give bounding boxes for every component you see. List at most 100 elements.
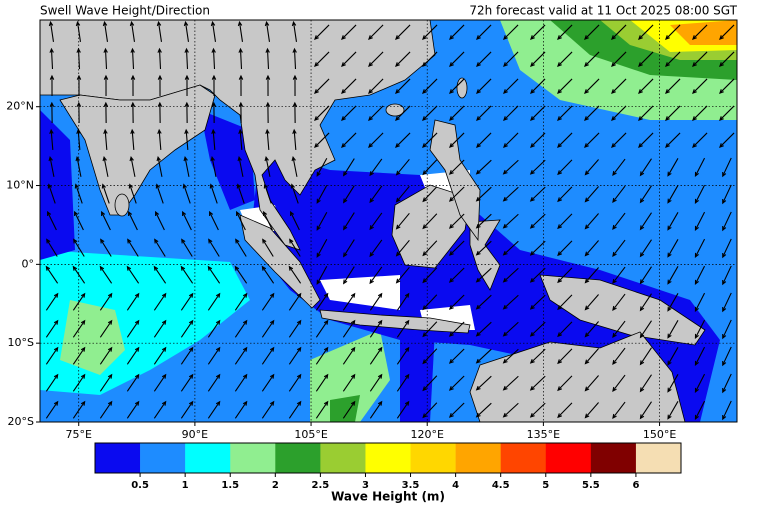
- swell-arrow: [449, 105, 465, 121]
- swell-arrow: [315, 319, 329, 338]
- swell-arrow: [611, 24, 627, 40]
- swell-arrow: [529, 321, 546, 337]
- swell-arrow: [719, 105, 735, 121]
- swell-arrow: [292, 101, 298, 124]
- swell-arrow: [314, 105, 330, 121]
- swell-arrow: [156, 155, 163, 177]
- swell-arrow: [314, 78, 330, 94]
- swell-arrow: [557, 348, 573, 365]
- wave-zone: [60, 300, 125, 375]
- swell-arrow: [611, 105, 627, 121]
- swell-arrow: [557, 213, 573, 230]
- swell-arrow: [692, 51, 708, 67]
- swell-arrow: [396, 346, 410, 365]
- swell-arrow: [73, 238, 85, 257]
- swell-arrow: [665, 105, 681, 121]
- swell-arrow: [667, 185, 679, 204]
- swell-arrow: [292, 47, 297, 70]
- swell-arrow: [584, 186, 599, 203]
- swell-arrow: [667, 239, 679, 258]
- swell-arrow: [183, 155, 190, 177]
- swell-arrow: [530, 132, 546, 148]
- swell-arrow: [153, 292, 167, 311]
- swell-arrow: [667, 401, 679, 420]
- swell-arrow: [692, 24, 708, 40]
- swell-arrow: [475, 294, 492, 310]
- swell-arrow: [502, 375, 519, 391]
- swell-arrows: [45, 20, 735, 421]
- swell-arrow: [612, 374, 626, 392]
- swell-arrow: [694, 211, 706, 232]
- colorbar-box: [185, 443, 231, 473]
- swell-arrow: [422, 294, 438, 311]
- swell-arrow: [102, 20, 109, 42]
- swell-arrow: [638, 105, 654, 121]
- swell-arrow: [261, 292, 275, 311]
- swell-arrow: [612, 347, 626, 365]
- swell-arrow: [45, 319, 59, 338]
- swell-arrow: [722, 373, 732, 394]
- swell-arrow: [612, 212, 626, 230]
- swell-arrow: [263, 210, 273, 231]
- swell-arrow: [184, 47, 189, 70]
- swell-arrow: [211, 101, 217, 124]
- colorbar-tick-label: 6: [632, 480, 639, 491]
- swell-arrow: [130, 74, 136, 97]
- swell-arrow: [130, 128, 135, 151]
- swell-arrow: [127, 238, 139, 257]
- y-tick-label: 10°S: [8, 336, 34, 349]
- swell-arrow: [612, 320, 626, 338]
- swell-arrow: [180, 346, 194, 365]
- y-tick-label: 10°N: [6, 179, 34, 192]
- swell-arrow: [530, 105, 546, 121]
- swell-arrow: [722, 400, 732, 421]
- swell-arrow: [722, 157, 732, 178]
- swell-arrow: [180, 292, 194, 311]
- swell-arrow: [719, 51, 735, 67]
- swell-arrow: [155, 210, 165, 231]
- swell-arrow: [264, 155, 271, 177]
- swell-arrow: [261, 265, 275, 284]
- swell-arrow: [529, 348, 546, 364]
- swell-arrow: [692, 105, 708, 121]
- swell-arrow: [476, 24, 492, 40]
- swell-arrow: [234, 265, 248, 284]
- swell-arrow: [211, 47, 216, 70]
- swell-arrow: [448, 321, 465, 337]
- swell-arrow: [76, 128, 81, 151]
- swell-arrow: [292, 74, 298, 97]
- swell-arrow: [153, 265, 167, 284]
- swell-arrow: [612, 266, 626, 284]
- colorbar-box: [365, 443, 411, 473]
- swell-arrow: [694, 346, 706, 367]
- swell-arrow: [235, 238, 247, 257]
- swell-arrow: [667, 158, 679, 177]
- colorbar-box: [95, 443, 141, 473]
- swell-arrow: [368, 132, 384, 148]
- swell-arrow: [584, 24, 600, 40]
- swell-arrow: [612, 185, 626, 203]
- swell-arrow: [722, 265, 732, 286]
- swell-arrow: [557, 51, 573, 67]
- swell-arrow: [694, 157, 706, 178]
- swell-arrow: [395, 266, 410, 284]
- swell-arrow: [422, 402, 438, 419]
- land: [114, 193, 130, 217]
- swell-arrow: [74, 210, 84, 231]
- swell-arrow: [692, 78, 708, 94]
- swell-arrow: [722, 346, 732, 367]
- colorbar-frame: [94, 442, 682, 474]
- swell-arrow: [72, 292, 86, 311]
- swell-arrow: [584, 321, 599, 338]
- swell-arrow: [128, 210, 138, 231]
- swell-arrow: [449, 51, 465, 67]
- swell-arrow: [289, 238, 301, 257]
- swell-arrow: [314, 51, 330, 67]
- swell-arrow: [290, 183, 299, 204]
- swell-arrow: [126, 292, 140, 311]
- swell-arrow: [74, 183, 83, 204]
- swell-arrow: [316, 184, 328, 204]
- x-tick-label: 90°E: [182, 428, 208, 441]
- swell-arrow: [126, 373, 140, 392]
- swell-arrow: [129, 20, 136, 42]
